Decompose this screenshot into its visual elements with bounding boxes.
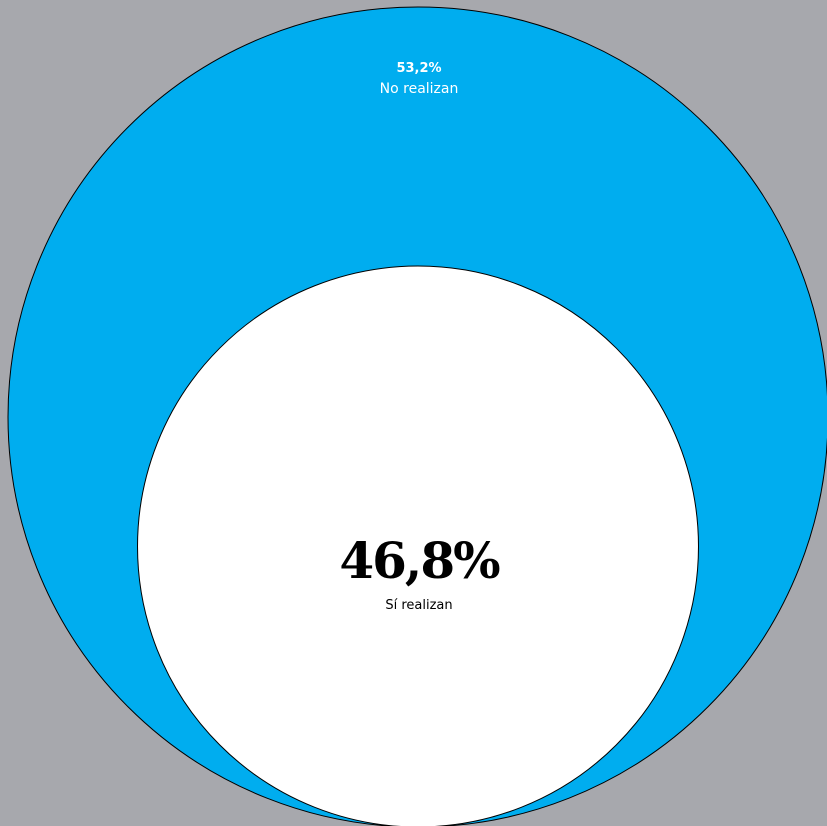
inner-category-label: Sí realizan — [385, 598, 452, 613]
outer-value-label: 53,2% — [396, 61, 441, 76]
inner-circle-si-realizan — [137, 265, 699, 826]
inner-value-label: 46,8% — [339, 531, 500, 590]
outer-category-label: No realizan — [380, 81, 459, 97]
